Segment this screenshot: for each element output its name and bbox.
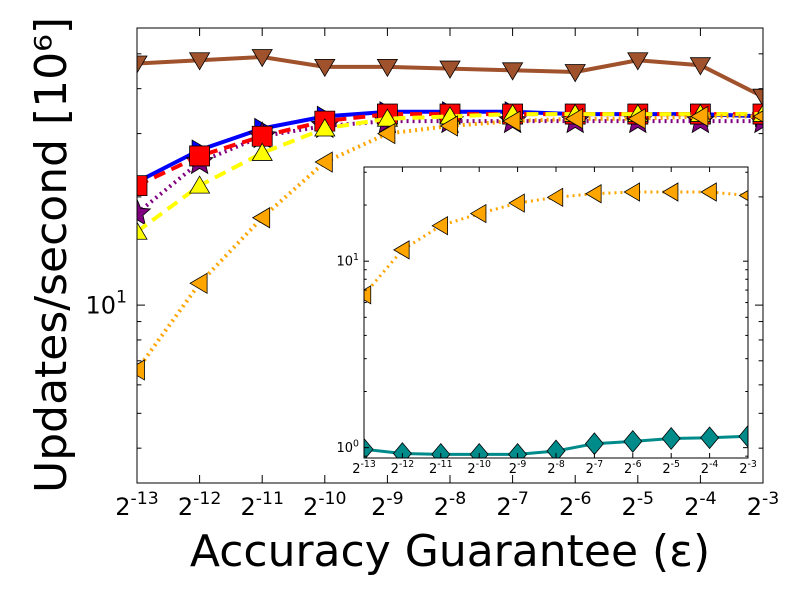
- data-point-2-0: [137, 198, 152, 226]
- y-tick-label: 100: [337, 438, 360, 456]
- data-point-0-9: [700, 182, 717, 202]
- data-point-5-3: [314, 151, 333, 173]
- y-axis-label: Updates/second [10⁶]: [26, 17, 77, 493]
- data-point-0-7: [564, 64, 586, 83]
- data-point-0-8: [661, 182, 679, 202]
- data-point-4-1: [188, 175, 211, 194]
- data-point-3-1: [189, 145, 210, 167]
- data-point-1-2: [431, 442, 451, 458]
- data-point-5-5: [439, 115, 458, 137]
- series-line-4: [137, 112, 763, 234]
- data-point-1-0: [364, 437, 374, 458]
- data-point-5-6: [502, 110, 521, 132]
- data-point-5-0: [137, 359, 145, 381]
- x-tick-label: 2-12: [391, 459, 415, 477]
- data-point-4-0: [137, 221, 148, 240]
- data-point-0-2: [251, 49, 273, 68]
- data-point-5-2: [251, 207, 271, 229]
- x-tick-label: 2-11: [429, 459, 453, 477]
- x-tick-label: 2-7: [496, 489, 529, 521]
- data-point-5-10: [752, 110, 763, 123]
- data-point-3-2: [251, 125, 273, 147]
- data-point-0-6: [585, 184, 602, 204]
- data-point-0-5: [546, 187, 564, 208]
- y-tick-label: 101: [337, 252, 360, 270]
- data-point-5-9: [690, 105, 709, 128]
- y-tick-label: 101: [85, 288, 127, 320]
- series-group: [364, 182, 748, 458]
- data-point-1-4: [508, 442, 528, 458]
- data-point-4-2: [251, 142, 273, 161]
- data-point-0-1: [393, 240, 410, 260]
- data-point-3-0: [137, 175, 148, 197]
- x-tick-label: 2-5: [622, 489, 655, 521]
- data-point-0-10: [752, 88, 763, 107]
- data-point-0-5: [439, 60, 461, 79]
- series-clip: [137, 49, 763, 381]
- data-point-5-7: [564, 108, 584, 130]
- data-point-1-8: [661, 427, 681, 450]
- data-point-5-4: [377, 122, 396, 145]
- data-point-1-3: [469, 442, 489, 458]
- data-point-1-7: [623, 429, 643, 453]
- plot-background: [364, 167, 748, 458]
- data-point-0-6: [501, 62, 524, 81]
- x-tick-label: 2-10: [467, 459, 491, 477]
- data-point-0-4: [376, 58, 399, 78]
- inset-plot: 2-13 2-12 2-11 2-10 2-9 2-8 2-7 2-6 2-5 2-4 2-3 100…: [337, 166, 757, 477]
- x-tick-label: 2-6: [559, 489, 592, 521]
- x-tick-label: 2-9: [371, 489, 404, 521]
- x-tick-label: 2-8: [434, 489, 467, 521]
- data-point-1-10: [738, 424, 748, 448]
- data-point-0-3: [469, 203, 487, 224]
- data-point-1-1: [392, 442, 412, 458]
- x-tick-label: 2-10: [303, 489, 346, 521]
- x-axis-label: Accuracy Guarantee (ε): [190, 526, 710, 577]
- data-point-0-9: [689, 57, 712, 76]
- x-tick-label: 2-4: [684, 489, 717, 521]
- data-point-5-8: [627, 108, 646, 130]
- x-tick-label: 2-7: [586, 459, 604, 477]
- x-tick-label: 2-3: [739, 459, 757, 477]
- x-tick-label: 2-11: [240, 489, 283, 521]
- x-tick-label: 2-13: [115, 489, 158, 521]
- x-tick-label: 2-4: [701, 459, 719, 477]
- x-tick-label: 2-8: [547, 459, 565, 477]
- data-point-1-9: [700, 426, 720, 450]
- x-tick-label: 2-13: [352, 459, 376, 477]
- x-tick-label: 2-5: [662, 459, 680, 477]
- data-point-4-4: [376, 108, 399, 127]
- data-point-4-3: [314, 118, 336, 137]
- data-point-0-4: [508, 193, 525, 213]
- x-tick-label: 2-6: [624, 459, 642, 477]
- series-clip: [364, 182, 748, 458]
- data-point-0-0: [137, 55, 148, 74]
- data-point-0-10: [738, 190, 748, 202]
- x-tick-label: 2-9: [509, 459, 527, 477]
- series-group: [137, 49, 763, 381]
- data-point-0-3: [314, 58, 336, 78]
- x-tick-label: 2-12: [178, 489, 221, 521]
- data-point-5-1: [189, 272, 208, 294]
- data-point-0-8: [627, 52, 649, 71]
- data-point-0-1: [188, 52, 211, 71]
- data-point-1-5: [546, 439, 566, 458]
- x-tick-label: 2-3: [747, 489, 780, 521]
- data-point-0-2: [431, 216, 448, 236]
- data-point-0-7: [623, 182, 640, 202]
